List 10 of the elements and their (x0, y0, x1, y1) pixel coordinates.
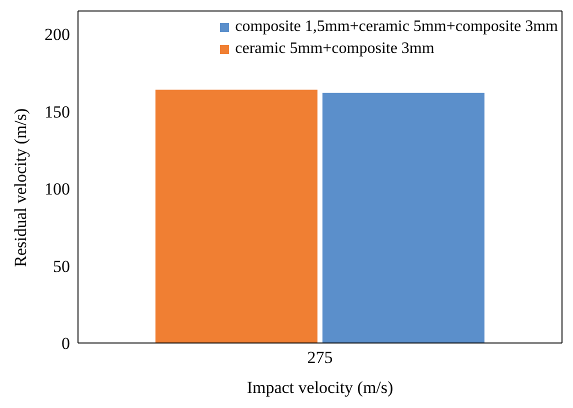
y-tick-label: 150 (44, 102, 70, 122)
legend-label: composite 1,5mm+ceramic 5mm+composite 3mm (235, 17, 558, 37)
y-tick-label: 100 (44, 180, 70, 199)
y-axis-title: Residual velocity (m/s) (11, 108, 30, 267)
y-tick-label: 200 (44, 25, 70, 44)
x-tick-label: 275 (307, 348, 333, 368)
y-tick-label: 50 (53, 256, 70, 276)
x-axis-title: Impact velocity (m/s) (246, 378, 394, 397)
y-tick-label: 0 (62, 334, 70, 354)
legend-label: ceramic 5mm+composite 3mm (235, 39, 434, 59)
